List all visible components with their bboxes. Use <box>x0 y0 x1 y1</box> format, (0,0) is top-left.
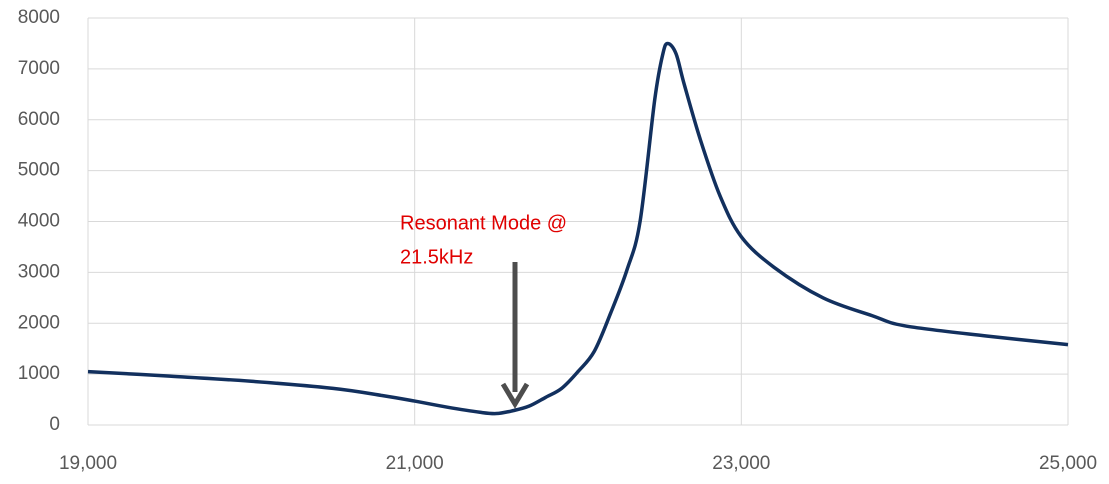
y-tick-label: 2000 <box>18 312 60 333</box>
x-tick-label: 23,000 <box>712 453 770 474</box>
arrow-head <box>500 382 530 409</box>
y-tick-label: 0 <box>49 414 60 435</box>
annotation: Resonant Mode @ <box>400 212 567 234</box>
annotation: 21.5kHz <box>400 246 473 268</box>
grid <box>87 17 1069 426</box>
line <box>87 41 1069 416</box>
y-tick-label: 3000 <box>18 261 60 282</box>
x-tick-label: 25,000 <box>1039 453 1097 474</box>
y-tick-label: 6000 <box>18 109 60 130</box>
y-tick-label: 1000 <box>18 363 60 384</box>
y-tick-label: 8000 <box>18 7 60 28</box>
y-tick-label: 7000 <box>18 58 60 79</box>
y-tick-label: 5000 <box>18 160 60 181</box>
x-tick-label: 19,000 <box>59 453 117 474</box>
x-tick-label: 21,000 <box>386 453 444 474</box>
y-tick-label: 4000 <box>18 211 60 232</box>
